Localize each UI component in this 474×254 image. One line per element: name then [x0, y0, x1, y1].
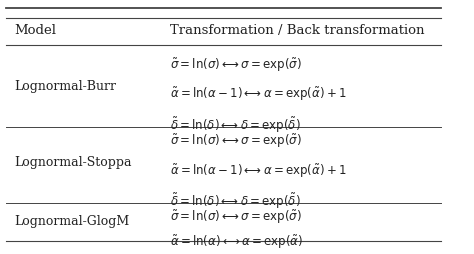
Text: $\tilde{\sigma}= \ln(\sigma) \longleftrightarrow \sigma = \exp(\tilde{\sigma})$: $\tilde{\sigma}= \ln(\sigma) \longleftri…	[170, 56, 302, 74]
Text: $\tilde{\sigma}= \ln(\sigma) \longleftrightarrow \sigma = \exp(\tilde{\sigma})$: $\tilde{\sigma}= \ln(\sigma) \longleftri…	[170, 208, 302, 226]
Text: Lognormal-Stoppa: Lognormal-Stoppa	[15, 155, 132, 168]
Text: Lognormal-Burr: Lognormal-Burr	[15, 79, 117, 92]
Text: $\tilde{\delta}= \ln(\delta) \longleftrightarrow \delta = \exp(\tilde{\delta})$: $\tilde{\delta}= \ln(\delta) \longleftri…	[170, 115, 301, 134]
Text: $\tilde{\alpha}= \ln(\alpha - 1) \longleftrightarrow \alpha = \exp(\tilde{\alpha: $\tilde{\alpha}= \ln(\alpha - 1) \longle…	[170, 86, 347, 103]
Text: $\tilde{\alpha}= \ln(\alpha - 1) \longleftrightarrow \alpha = \exp(\tilde{\alpha: $\tilde{\alpha}= \ln(\alpha - 1) \longle…	[170, 162, 347, 179]
Text: Transformation / Back transformation: Transformation / Back transformation	[170, 23, 425, 36]
Text: Model: Model	[15, 23, 57, 36]
Text: $\tilde{\delta}= \ln(\delta) \longleftrightarrow \delta = \exp(\tilde{\delta})$: $\tilde{\delta}= \ln(\delta) \longleftri…	[170, 191, 301, 210]
Text: Lognormal-GlogM: Lognormal-GlogM	[15, 214, 130, 227]
Text: $\tilde{\alpha}= \ln(\alpha) \longleftrightarrow \alpha = \exp(\tilde{\alpha})$: $\tilde{\alpha}= \ln(\alpha) \longleftri…	[170, 233, 303, 250]
Text: $\tilde{\sigma}= \ln(\sigma) \longleftrightarrow \sigma = \exp(\tilde{\sigma})$: $\tilde{\sigma}= \ln(\sigma) \longleftri…	[170, 132, 302, 150]
